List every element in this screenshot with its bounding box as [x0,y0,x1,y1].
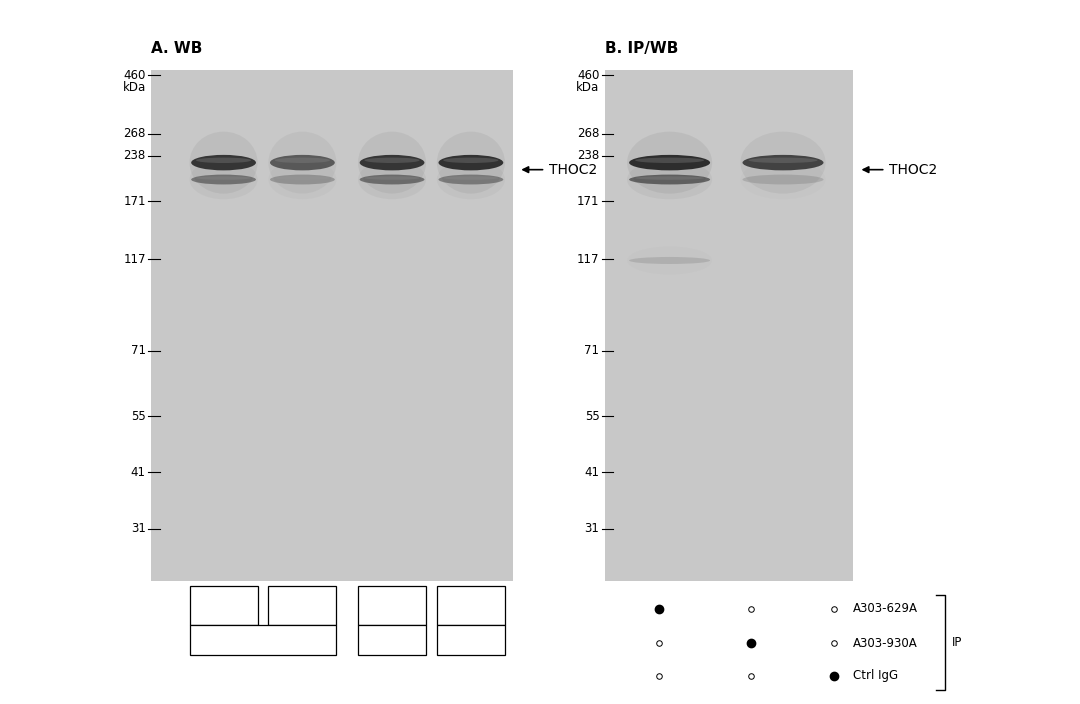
Text: 171: 171 [577,195,599,208]
Text: 31: 31 [131,522,146,535]
Text: 55: 55 [584,410,599,422]
Ellipse shape [438,175,503,184]
Text: 238: 238 [577,149,599,162]
Text: A. WB: A. WB [151,42,203,56]
Text: 268: 268 [577,127,599,140]
Ellipse shape [197,158,252,163]
Text: J: J [469,634,473,646]
Ellipse shape [748,158,818,163]
Ellipse shape [360,155,424,170]
Ellipse shape [436,132,504,194]
Text: Ctrl IgG: Ctrl IgG [853,670,899,682]
Text: THOC2: THOC2 [549,163,597,177]
Ellipse shape [748,176,818,180]
Ellipse shape [359,132,426,194]
Text: 117: 117 [577,253,599,265]
Ellipse shape [635,158,704,163]
Ellipse shape [274,176,330,180]
Ellipse shape [741,132,825,194]
Text: 50: 50 [384,599,400,612]
Ellipse shape [438,155,503,170]
Bar [436,586,504,625]
Ellipse shape [360,175,424,184]
Text: 41: 41 [131,466,146,479]
Ellipse shape [191,155,256,170]
Text: 268: 268 [123,127,146,140]
Text: IP: IP [951,636,962,649]
Text: 15: 15 [295,599,310,612]
Text: 71: 71 [131,344,146,357]
Ellipse shape [197,176,252,180]
Text: 117: 117 [123,253,146,265]
Ellipse shape [443,158,499,163]
Ellipse shape [270,155,335,170]
Text: 50: 50 [463,599,478,612]
Bar [359,586,426,625]
Text: 460: 460 [577,69,599,82]
Bar [436,625,504,655]
Bar [359,625,426,655]
Ellipse shape [627,160,712,199]
Ellipse shape [274,158,330,163]
Ellipse shape [365,176,420,180]
Text: kDa: kDa [122,81,146,94]
Ellipse shape [270,175,335,184]
Text: 55: 55 [131,410,146,422]
Ellipse shape [743,175,824,184]
Bar [605,70,853,581]
Ellipse shape [269,132,337,194]
Text: A303-930A: A303-930A [853,637,918,650]
Bar [190,586,258,625]
Text: B. IP/WB: B. IP/WB [605,42,678,56]
Ellipse shape [629,257,711,264]
Text: 238: 238 [123,149,146,162]
Text: 171: 171 [123,195,146,208]
Ellipse shape [629,155,711,170]
Ellipse shape [635,176,704,180]
Bar [269,586,337,625]
Ellipse shape [190,132,258,194]
Text: T: T [389,634,395,646]
Text: THOC2: THOC2 [889,163,937,177]
Text: 31: 31 [584,522,599,535]
Text: kDa: kDa [576,81,599,94]
Bar [190,625,337,655]
Ellipse shape [365,158,420,163]
Ellipse shape [743,155,824,170]
Text: A303-629A: A303-629A [853,603,918,615]
Ellipse shape [443,176,499,180]
Text: 41: 41 [584,466,599,479]
Text: 460: 460 [123,69,146,82]
Text: 50: 50 [216,599,231,612]
Ellipse shape [627,132,712,194]
Bar [151,70,513,581]
Text: 71: 71 [584,344,599,357]
Ellipse shape [629,175,711,184]
Ellipse shape [191,175,256,184]
Text: HeLa: HeLa [248,634,278,646]
